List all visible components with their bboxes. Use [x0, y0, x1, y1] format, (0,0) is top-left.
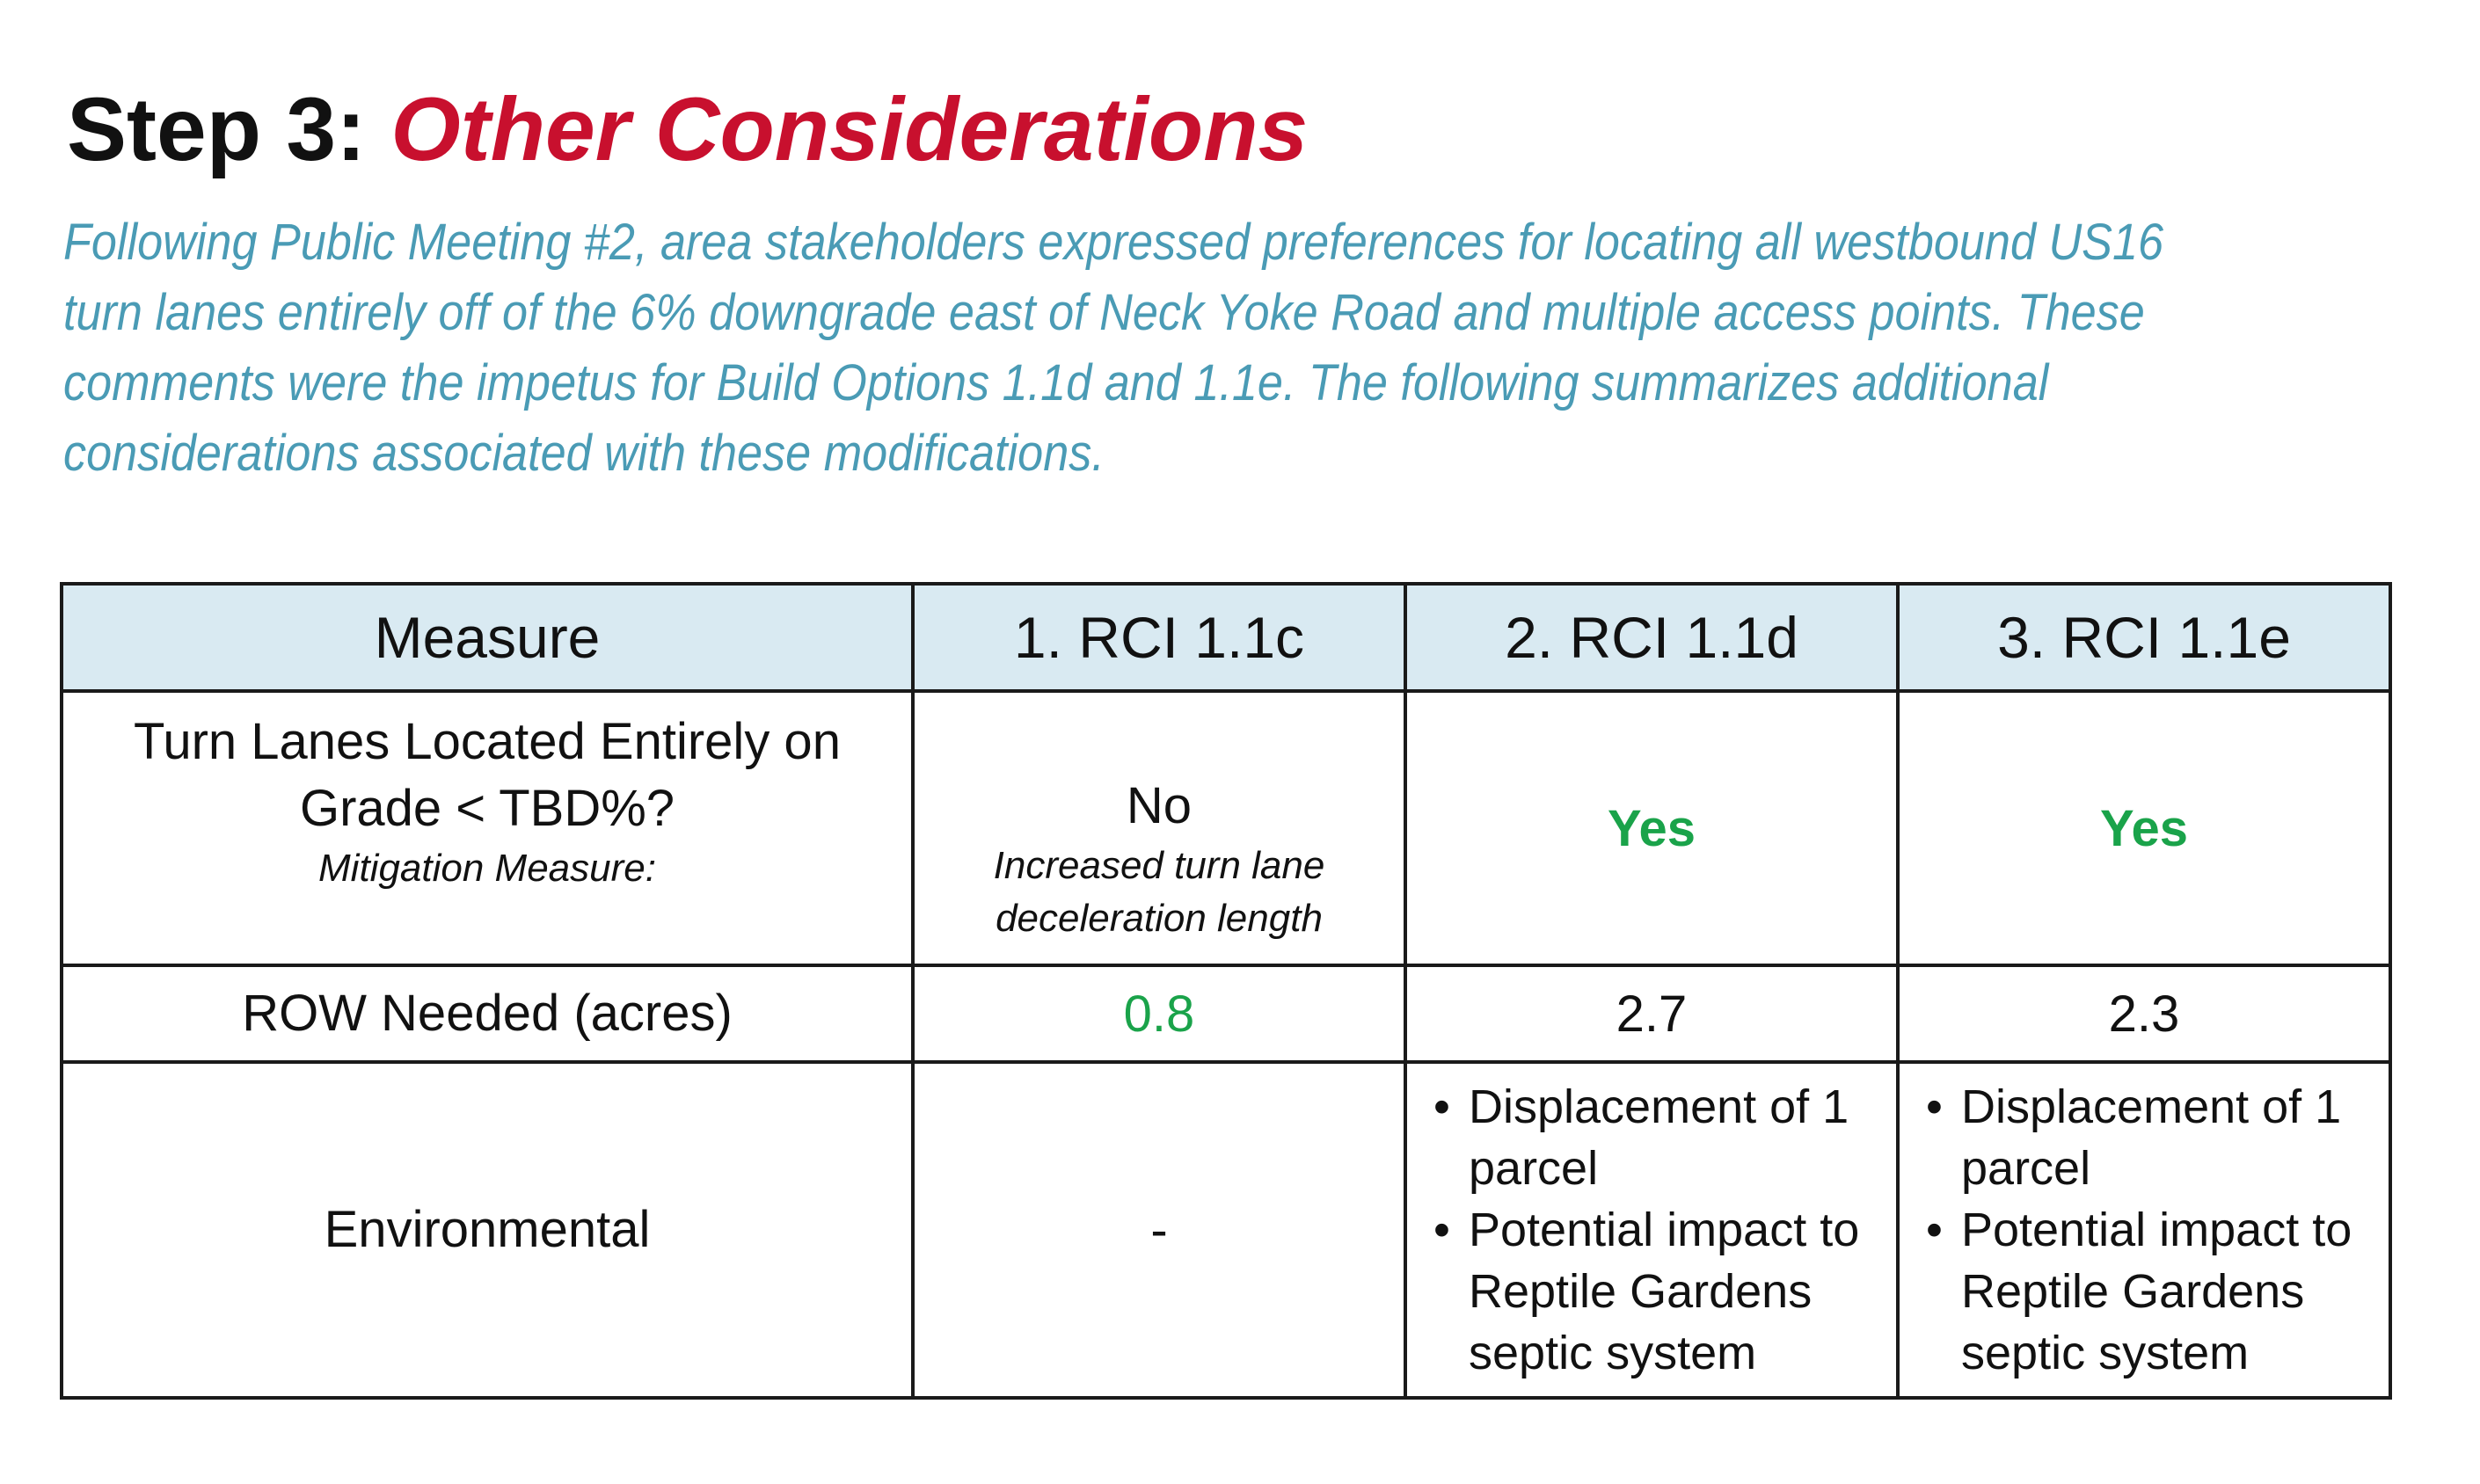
title-prefix: Step 3:: [67, 79, 367, 179]
turn-lanes-label-line2: Grade < TBD%?: [299, 780, 675, 837]
environmental-rci-1-1e-list: Displacement of 1 parcel Potential impac…: [1900, 1076, 2389, 1384]
table-row: Environmental - Displacement of 1 parcel…: [60, 1060, 2392, 1400]
turn-lanes-rci-1-1d-value: Yes: [1608, 799, 1696, 857]
header-measure: Measure: [60, 582, 915, 693]
turn-lanes-label-cell: Turn Lanes Located Entirely on Grade < T…: [60, 689, 915, 967]
turn-lanes-rci-1-1c-cell: No Increased turn lane deceleration leng…: [911, 689, 1407, 967]
mitigation-line2: deceleration length: [996, 897, 1323, 940]
environmental-label: Environmental: [60, 1060, 915, 1400]
turn-lanes-rci-1-1e-cell: Yes: [1896, 689, 2392, 967]
row-needed-rci-1-1e: 2.3: [1896, 964, 2392, 1064]
list-item: Potential impact to Reptile Gardens sept…: [1926, 1199, 2389, 1384]
row-needed-label: ROW Needed (acres): [60, 964, 915, 1064]
header-rci-1-1d: 2. RCI 1.1d: [1404, 582, 1900, 693]
list-item: Displacement of 1 parcel: [1926, 1076, 2389, 1199]
turn-lanes-label-line1: Turn Lanes Located Entirely on: [134, 713, 841, 770]
row-needed-rci-1-1c: 0.8: [911, 964, 1407, 1064]
table-row: Turn Lanes Located Entirely on Grade < T…: [60, 689, 2392, 967]
title-accent: Other Considerations: [390, 79, 1309, 179]
turn-lanes-rci-1-1d-cell: Yes: [1404, 689, 1900, 967]
row-needed-rci-1-1d: 2.7: [1404, 964, 1900, 1064]
list-item: Displacement of 1 parcel: [1433, 1076, 1896, 1199]
considerations-table: Measure 1. RCI 1.1c 2. RCI 1.1d 3. RCI 1…: [60, 582, 2392, 1400]
list-item: Potential impact to Reptile Gardens sept…: [1433, 1199, 1896, 1384]
turn-lanes-rci-1-1e-value: Yes: [2100, 799, 2188, 857]
table-row: ROW Needed (acres) 0.8 2.7 2.3: [60, 964, 2392, 1064]
header-rci-1-1e: 3. RCI 1.1e: [1896, 582, 2392, 693]
header-rci-1-1c: 1. RCI 1.1c: [911, 582, 1407, 693]
environmental-rci-1-1d-list: Displacement of 1 parcel Potential impac…: [1407, 1076, 1896, 1384]
table-header-row: Measure 1. RCI 1.1c 2. RCI 1.1d 3. RCI 1…: [60, 582, 2392, 693]
turn-lanes-rci-1-1c-value: No: [1126, 777, 1193, 834]
environmental-rci-1-1e-cell: Displacement of 1 parcel Potential impac…: [1896, 1060, 2392, 1400]
intro-paragraph: Following Public Meeting #2, area stakeh…: [63, 214, 2164, 482]
environmental-rci-1-1d-cell: Displacement of 1 parcel Potential impac…: [1404, 1060, 1900, 1400]
environmental-rci-1-1c: -: [911, 1060, 1407, 1400]
page-title: Step 3: Other Considerations: [67, 84, 1308, 174]
mitigation-line1: Increased turn lane: [993, 844, 1325, 887]
mitigation-measure-label: Mitigation Measure:: [318, 847, 656, 890]
